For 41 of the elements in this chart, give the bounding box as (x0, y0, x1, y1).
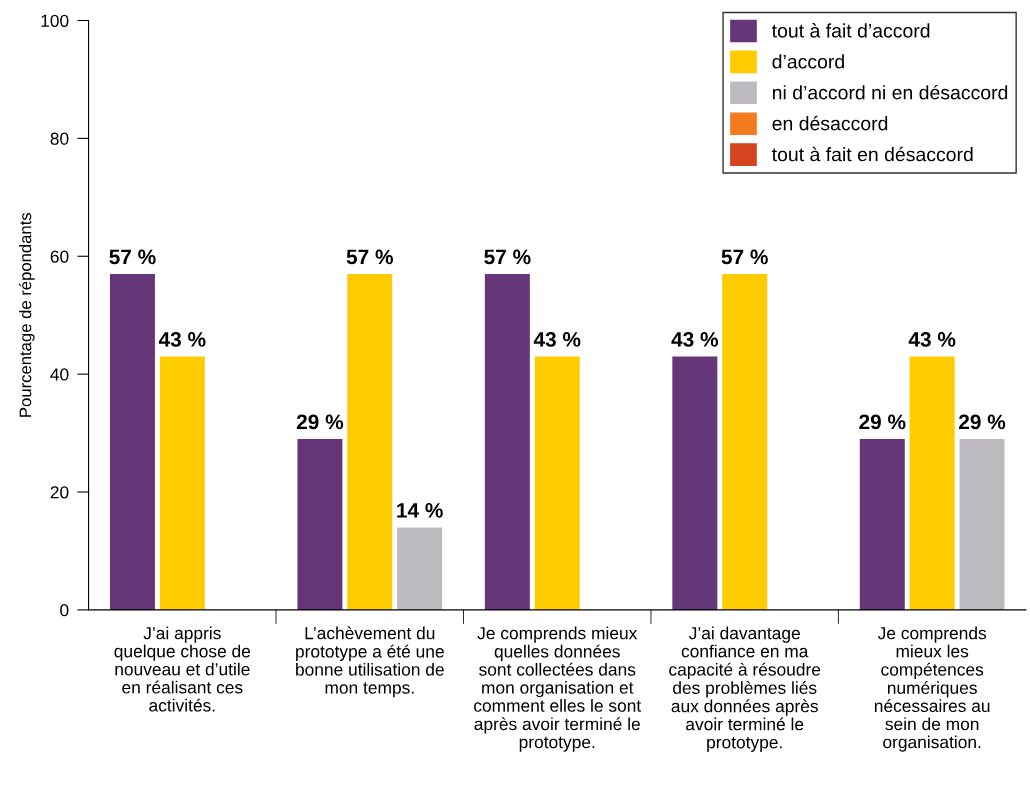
data-label: 57 % (346, 249, 393, 265)
bar (672, 356, 718, 610)
data-label: 14 % (397, 503, 443, 518)
bar (534, 356, 580, 610)
x-tick-label: J’ai davantage confiance en ma capacité à résoudre des problèmes liés aux données après avoir terminé le prototype. (669, 626, 821, 752)
legend-label: d’accord (772, 54, 844, 69)
data-label: 57 % (109, 249, 156, 265)
data-label: 43 % (158, 332, 206, 347)
y-tick-label: 80 (50, 132, 69, 145)
legend-label: tout à fait d’accord (771, 23, 930, 38)
x-tick-label: L’achèvement du prototype a été une bonne utilisation de mon temps. (296, 626, 444, 698)
bar (959, 438, 1005, 610)
bar (722, 273, 768, 610)
data-label: 43 % (908, 332, 956, 347)
y-tick-label: 60 (50, 250, 69, 263)
bar (347, 273, 393, 610)
y-tick-label: 100 (41, 14, 69, 27)
x-tick-label: Je comprends mieux quelles données sont collectées dans mon organisation et comment elles le sont après avoir terminé le prototype. (474, 626, 642, 752)
bar (297, 438, 343, 610)
y-axis-title: Pourcentage de répondants (18, 212, 35, 417)
bar (859, 438, 905, 610)
bar (909, 356, 955, 610)
data-label: 43 % (533, 332, 581, 347)
data-label: 29 % (859, 414, 906, 430)
data-label: 29 % (296, 414, 344, 430)
bar (109, 273, 155, 610)
bar (397, 527, 443, 610)
legend-label: tout à fait en désaccord (771, 146, 973, 162)
data-label: 57 % (484, 249, 531, 265)
y-tick-label: 40 (50, 368, 69, 381)
y-tick-label: 20 (50, 486, 69, 499)
legend-label: en désaccord (772, 115, 888, 131)
x-tick-label: Je comprends mieux les compétences numériques nécessaires au sein de mon organisation. (874, 626, 990, 752)
bar (159, 356, 205, 610)
data-label: 57 % (721, 249, 768, 265)
y-tick-label: 0 (60, 604, 69, 617)
bar (484, 273, 530, 610)
legend-label: ni d’accord ni en désaccord (772, 84, 1008, 100)
data-label: 43 % (671, 332, 719, 347)
data-label: 29 % (959, 414, 1006, 430)
x-tick-label: J’ai appris quelque chose de nouveau et d’utile en réalisant ces activités. (114, 626, 251, 712)
